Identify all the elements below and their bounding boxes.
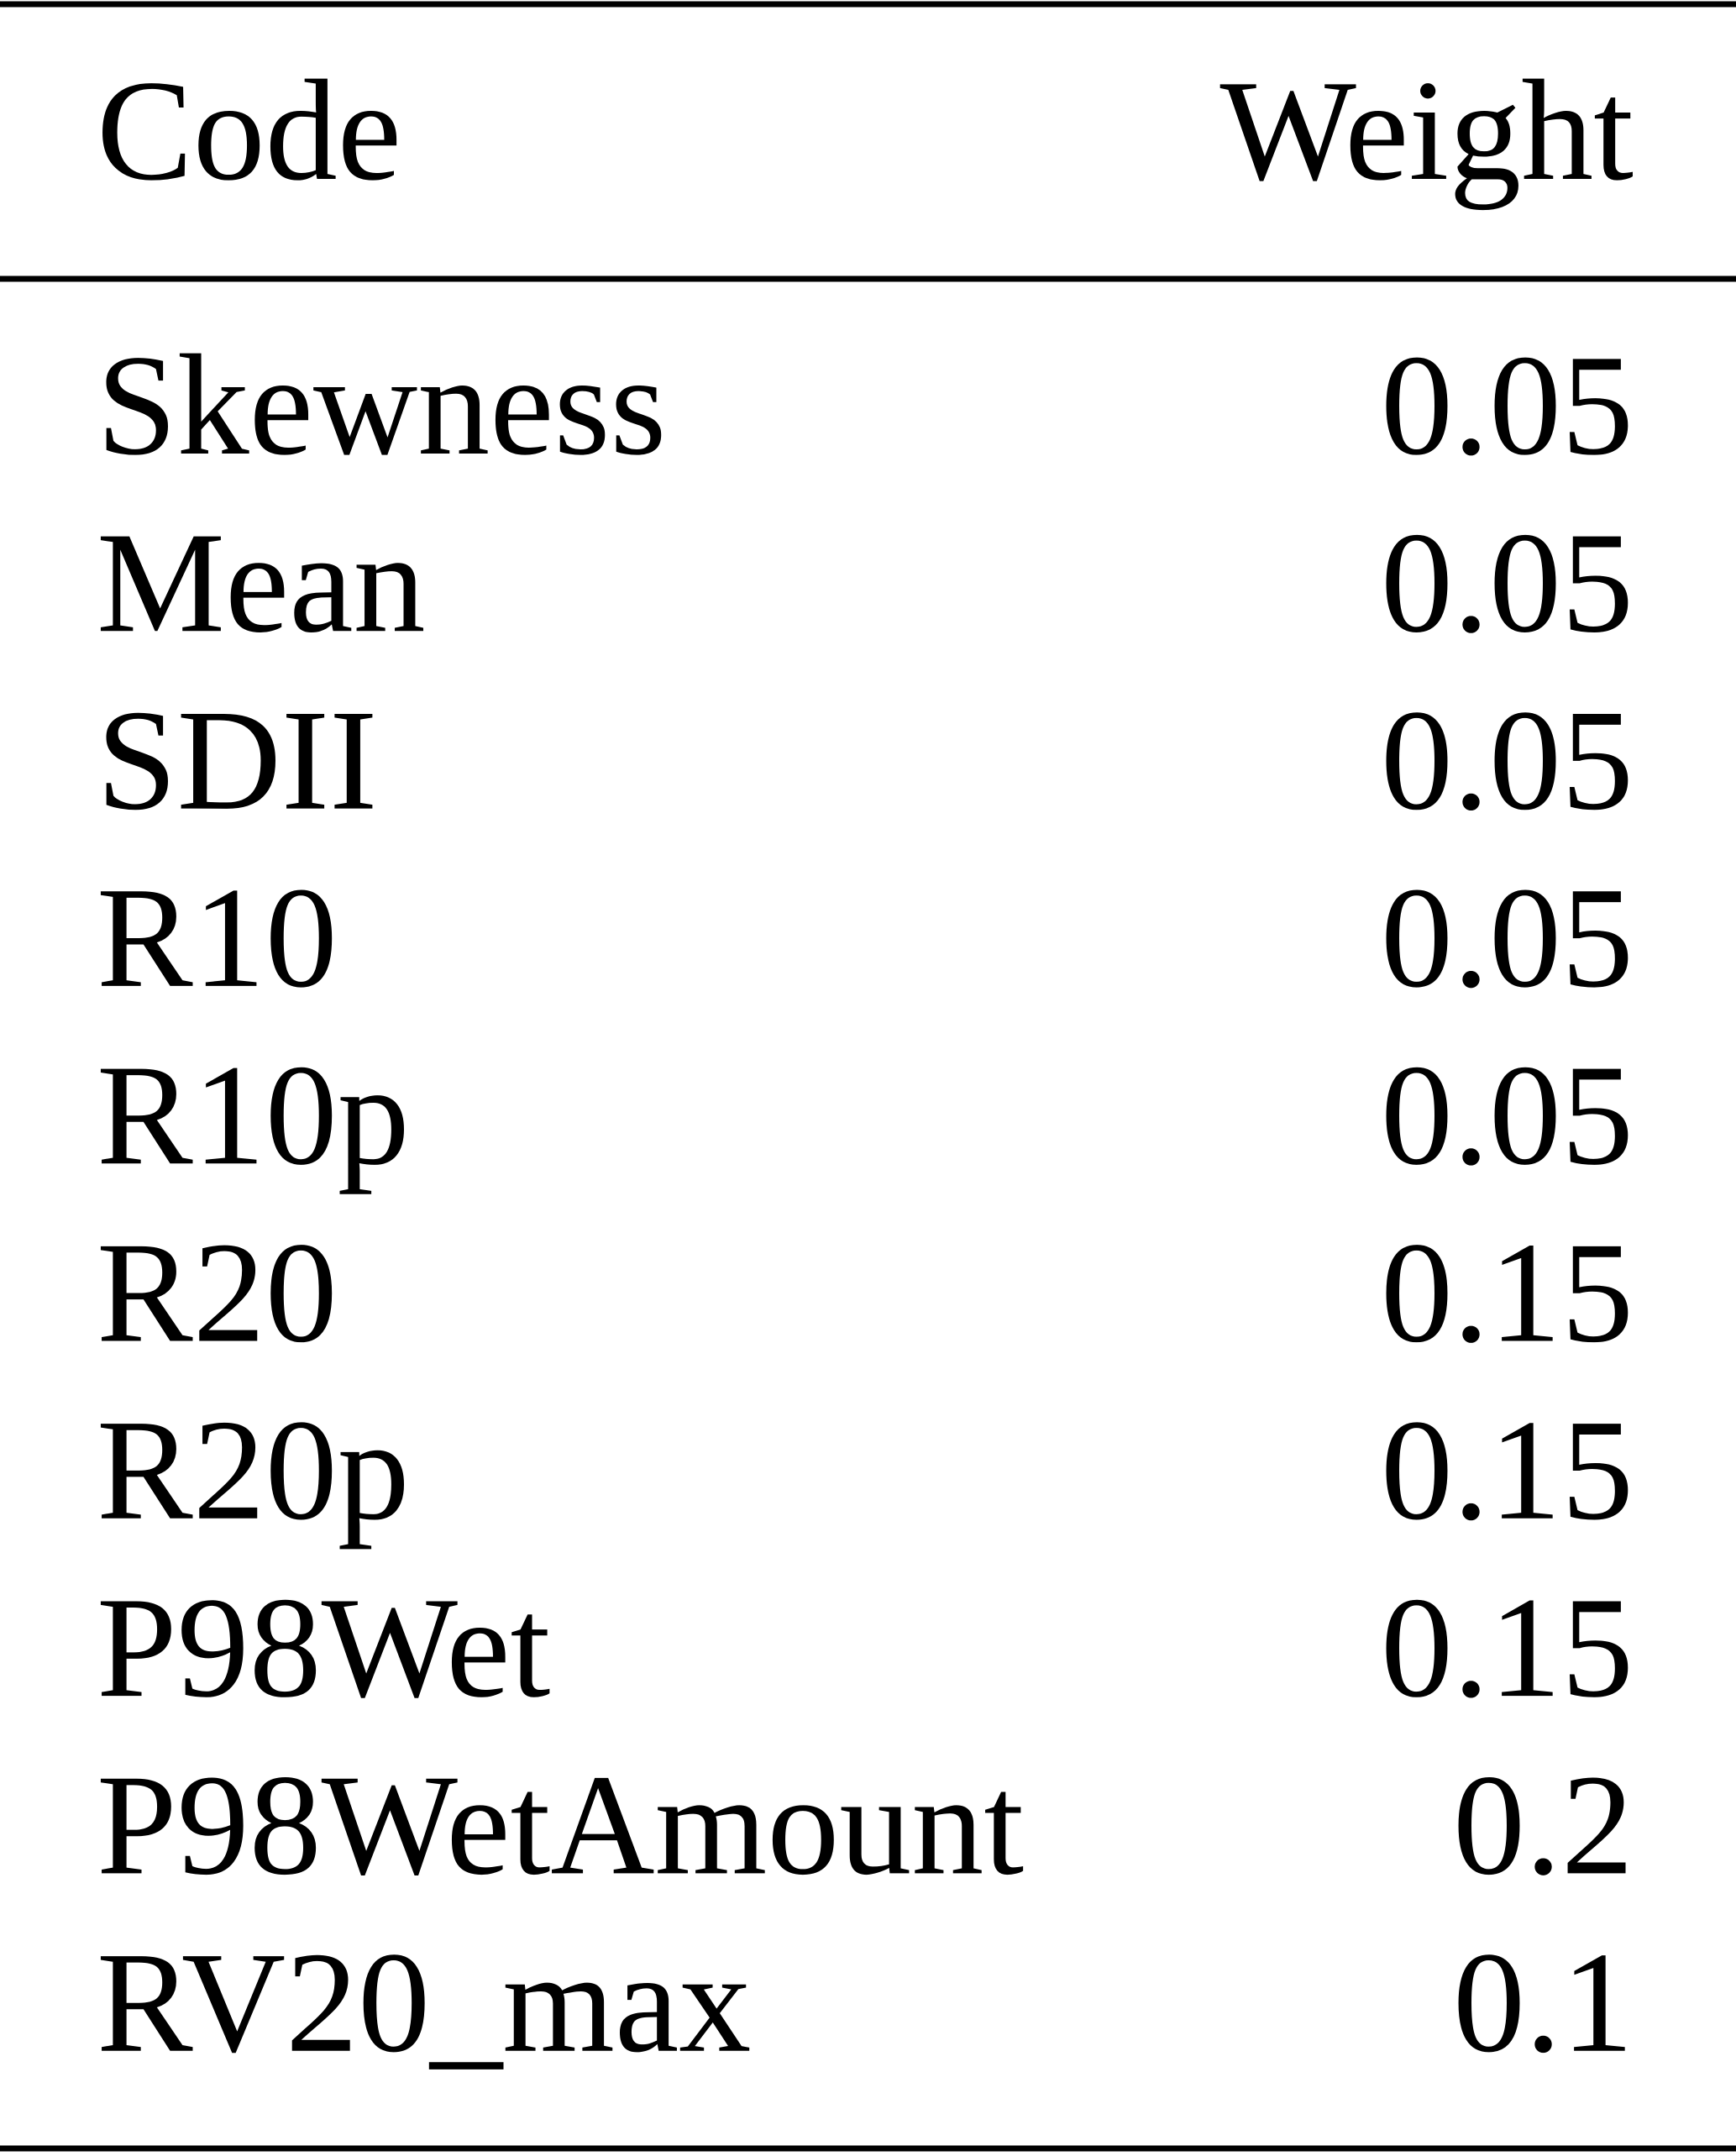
code-cell: R10p: [97, 1036, 410, 1195]
weight-cell: 0.2: [1453, 1745, 1634, 1905]
weight-cell: 0.05: [1381, 858, 1634, 1018]
weight-cell: 0.15: [1381, 1391, 1634, 1550]
code-cell: SDII: [97, 681, 377, 841]
weight-cell: 0.15: [1381, 1214, 1634, 1373]
code-cell: Skewness: [97, 326, 666, 485]
weight-cell: 0.05: [1381, 681, 1634, 841]
weight-cell: 0.05: [1381, 1036, 1634, 1195]
code-cell: R20p: [97, 1391, 410, 1550]
code-cell: P98Wet: [97, 1568, 550, 1728]
header-cell: Code: [97, 51, 401, 211]
code-cell: R20: [97, 1214, 338, 1373]
code-cell: RV20_max: [97, 1923, 751, 2083]
code-cell: P98WetAmount: [97, 1745, 1024, 1905]
header-cell: Weight: [1220, 51, 1634, 211]
weight-cell: 0.05: [1381, 326, 1634, 485]
code-cell: Mean: [97, 503, 426, 663]
code-cell: R10: [97, 858, 338, 1018]
weight-cell: 0.15: [1381, 1568, 1634, 1728]
weight-cell: 0.1: [1453, 1923, 1634, 2083]
weight-cell: 0.05: [1381, 503, 1634, 663]
